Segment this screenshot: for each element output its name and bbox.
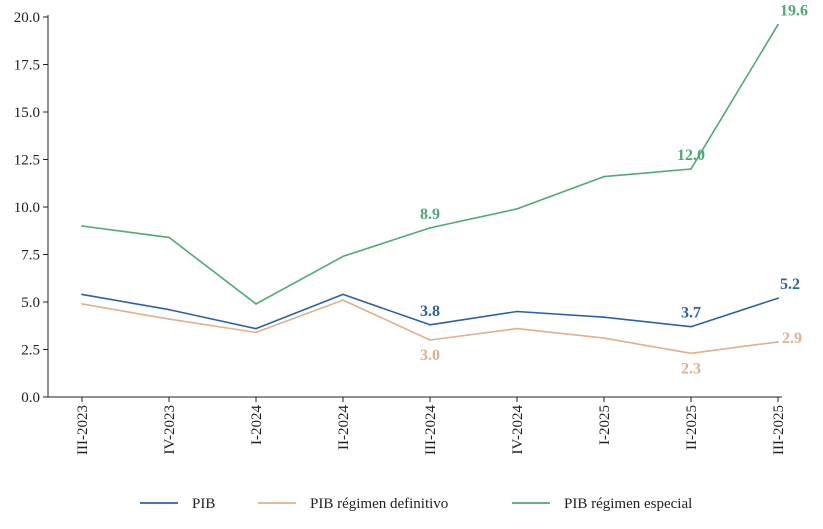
x-tick-label: IV-2024 — [510, 405, 526, 455]
data-label: 3.0 — [420, 347, 440, 364]
data-point — [690, 326, 692, 328]
x-tick-label: IV-2023 — [162, 405, 178, 454]
legend: PIB PIB régimen definitivo PIB régimen esp… — [140, 496, 692, 512]
data-point — [429, 324, 431, 326]
data-point — [516, 328, 518, 330]
data-point — [81, 294, 83, 296]
data-point — [342, 299, 344, 301]
y-tick-label: 7.5 — [21, 248, 40, 264]
data-point — [516, 311, 518, 313]
data-point — [777, 24, 779, 26]
data-point — [516, 208, 518, 210]
data-point — [777, 297, 779, 299]
series-line-2 — [82, 25, 778, 304]
data-point — [168, 237, 170, 239]
x-tick-label: II-2025 — [684, 405, 700, 450]
data-point — [81, 303, 83, 305]
data-point — [690, 168, 692, 170]
data-point — [603, 176, 605, 178]
x-tick-label: III-2023 — [75, 405, 91, 455]
x-tick-label: II-2024 — [336, 405, 352, 450]
data-point — [168, 318, 170, 320]
data-labels: 3.8 3.7 5.2 3.0 2.3 2.9 8.9 12.0 19.6 — [420, 3, 808, 378]
y-tick-label: 12.5 — [14, 153, 40, 169]
y-tick-label: 2.5 — [21, 343, 40, 359]
data-point — [255, 303, 257, 305]
data-label: 2.3 — [681, 360, 701, 377]
data-point — [690, 352, 692, 354]
legend-label-1: PIB régimen definitivo — [310, 496, 448, 512]
data-label: 8.9 — [420, 206, 440, 223]
data-label: 3.7 — [681, 305, 701, 322]
data-label: 5.2 — [780, 276, 800, 293]
y-tick-label: 5.0 — [21, 295, 40, 311]
x-tick-label: I-2024 — [249, 405, 265, 445]
data-label: 2.9 — [782, 330, 802, 347]
data-point — [429, 227, 431, 229]
legend-label-2: PIB régimen especial — [564, 496, 692, 512]
data-label: 19.6 — [780, 3, 808, 20]
data-point — [255, 328, 257, 330]
data-point — [342, 294, 344, 296]
data-point — [255, 332, 257, 334]
y-tick-label: 15.0 — [14, 105, 40, 121]
data-point — [81, 225, 83, 227]
data-point — [168, 309, 170, 311]
data-point — [777, 341, 779, 343]
x-tick-label: I-2025 — [597, 405, 613, 445]
data-point — [429, 339, 431, 341]
legend-label-0: PIB — [192, 496, 215, 512]
y-tick-label: 20.0 — [14, 10, 40, 26]
line-chart: 0.0 2.5 5.0 7.5 10.0 12.5 15.0 17.5 20.0 III-2023… — [0, 0, 823, 529]
y-tick-label: 0.0 — [21, 390, 40, 406]
data-label: 12.0 — [677, 147, 705, 164]
data-label: 3.8 — [420, 303, 440, 320]
y-tick-label: 17.5 — [14, 58, 40, 74]
x-tick-label: III-2025 — [771, 405, 787, 455]
data-point — [603, 337, 605, 339]
data-point — [603, 316, 605, 318]
x-tick-label: III-2024 — [423, 405, 439, 455]
data-point — [342, 256, 344, 258]
y-tick-label: 10.0 — [14, 200, 40, 216]
